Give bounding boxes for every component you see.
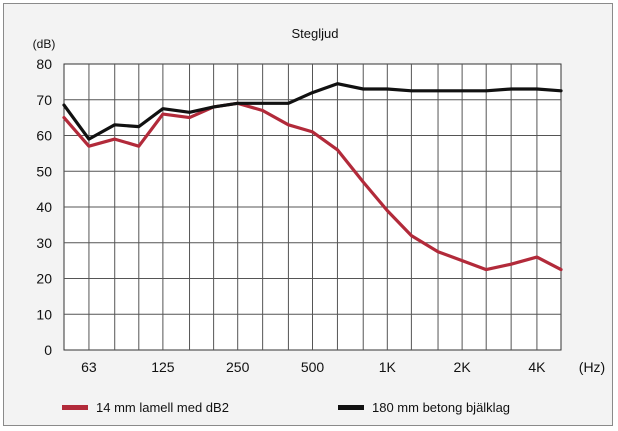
data-point: [410, 234, 413, 237]
y-axis-unit: (dB): [33, 37, 56, 51]
y-tick-label: 70: [36, 92, 52, 108]
x-tick-label: 4K: [528, 359, 546, 375]
y-tick-label: 0: [44, 342, 52, 358]
x-tick-label: 250: [226, 359, 250, 375]
data-point: [113, 123, 116, 126]
data-point: [559, 89, 563, 93]
y-tick-label: 30: [36, 235, 52, 251]
data-point: [509, 263, 513, 266]
data-point: [137, 125, 141, 128]
data-point: [261, 102, 264, 105]
data-point: [287, 102, 290, 105]
grid: [64, 64, 561, 350]
x-tick-label: 63: [81, 359, 97, 375]
legend-swatch: [338, 405, 364, 410]
y-tick-label: 50: [36, 163, 52, 179]
legend-swatch: [62, 405, 88, 410]
data-point: [436, 250, 440, 253]
data-point: [113, 137, 116, 141]
data-point: [161, 107, 165, 110]
data-point: [261, 109, 264, 112]
data-point: [535, 255, 539, 259]
data-point: [287, 123, 290, 126]
data-point: [336, 148, 339, 151]
x-tick-label: 1K: [379, 359, 397, 375]
data-point: [236, 102, 239, 105]
data-point: [410, 89, 413, 93]
data-point: [87, 145, 91, 148]
y-tick-label: 20: [36, 271, 52, 287]
y-tick-label: 80: [36, 56, 52, 72]
data-point: [535, 87, 539, 91]
data-point: [484, 89, 488, 93]
data-point: [509, 87, 513, 91]
x-tick-label: 125: [151, 359, 175, 375]
y-tick-label: 60: [36, 128, 52, 144]
data-point: [436, 89, 440, 93]
data-point: [62, 103, 66, 107]
y-tick-label: 10: [36, 306, 52, 322]
x-tick-label: 500: [301, 359, 325, 375]
data-point: [62, 116, 66, 119]
data-point: [336, 82, 339, 85]
data-point: [212, 105, 215, 109]
data-point: [188, 111, 191, 114]
chart-title: Stegljud: [292, 26, 339, 41]
data-point: [460, 259, 464, 262]
data-point: [484, 268, 488, 271]
data-point: [137, 145, 141, 148]
data-point: [362, 180, 365, 184]
series-lines: [62, 82, 563, 272]
data-point: [311, 91, 314, 94]
data-point: [460, 89, 464, 93]
data-point: [559, 268, 563, 271]
legend: 14 mm lamell med dB2 180 mm betong bjälkl…: [62, 400, 510, 415]
data-point: [362, 87, 365, 91]
data-point: [188, 116, 191, 119]
legend-label: 180 mm betong bjälklag: [372, 400, 510, 415]
x-tick-label: 2K: [454, 359, 472, 375]
data-point: [386, 87, 389, 91]
x-axis-unit: (Hz): [579, 359, 605, 375]
x-axis-ticks: 63 125 250 500 1K 2K 4K: [81, 359, 546, 375]
data-point: [386, 209, 389, 212]
y-axis-ticks: 0 10 20 30 40 50 60 70 80: [36, 56, 52, 358]
data-point: [161, 112, 165, 116]
y-tick-label: 40: [36, 199, 52, 215]
data-point: [87, 137, 91, 141]
data-point: [311, 130, 314, 134]
legend-label: 14 mm lamell med dB2: [96, 400, 229, 415]
